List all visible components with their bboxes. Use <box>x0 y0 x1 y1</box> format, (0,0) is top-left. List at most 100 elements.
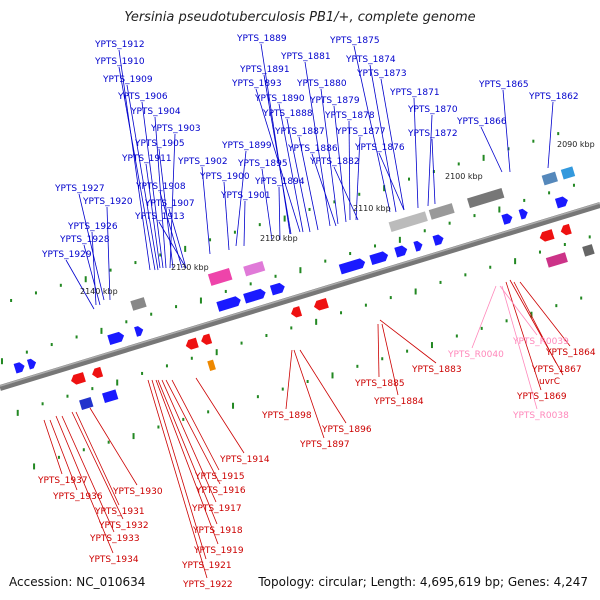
forward-gene-label[interactable]: YPTS_1873 <box>356 69 407 79</box>
rna-gene-label[interactable]: YPTS_R0040 <box>447 350 504 360</box>
reverse-gene-label[interactable]: YPTS_1933 <box>89 534 140 544</box>
forward-gene-label[interactable]: YPTS_1904 <box>130 107 181 117</box>
track-tick <box>430 342 433 349</box>
forward-gene-label[interactable]: YPTS_1910 <box>94 57 145 67</box>
track-tick <box>265 334 268 338</box>
forward-gene-label[interactable]: YPTS_1877 <box>335 127 386 137</box>
reverse-gene-label[interactable]: YPTS_1916 <box>195 486 246 496</box>
forward-gene-label[interactable]: YPTS_1889 <box>236 34 287 44</box>
track-tick <box>232 402 235 409</box>
track-tick <box>374 244 377 248</box>
forward-gene-label[interactable]: YPTS_1908 <box>135 182 186 192</box>
reverse-gene-label[interactable]: YPTS_1931 <box>94 507 145 517</box>
reverse-gene-label[interactable]: YPTS_1883 <box>411 365 462 375</box>
forward-gene-label[interactable]: YPTS_1871 <box>389 88 440 98</box>
reverse-gene-label[interactable]: YPTS_1919 <box>193 546 244 556</box>
forward-gene-label[interactable]: YPTS_1894 <box>254 177 305 187</box>
forward-gene-label[interactable]: YPTS_1879 <box>309 96 360 106</box>
forward-leader-line <box>278 103 304 233</box>
reverse-gene-label[interactable]: YPTS_1930 <box>112 487 163 497</box>
forward-track-block <box>428 203 455 220</box>
reverse-gene-label[interactable]: YPTS_1918 <box>192 526 243 536</box>
forward-gene-label[interactable]: YPTS_1880 <box>296 79 347 89</box>
forward-gene-label[interactable]: YPTS_1895 <box>237 159 288 169</box>
forward-gene-label[interactable]: YPTS_1903 <box>150 124 201 134</box>
track-tick <box>258 223 261 227</box>
reverse-gene-label[interactable]: YPTS_1896 <box>321 425 372 435</box>
forward-gene-label[interactable]: YPTS_1900 <box>199 172 250 182</box>
scale-label: 2140 kbp <box>80 287 118 296</box>
forward-gene-label[interactable]: YPTS_1928 <box>59 235 110 245</box>
forward-gene-label[interactable]: YPTS_1901 <box>220 191 271 201</box>
reverse-gene-label[interactable]: YPTS_1937 <box>37 476 88 486</box>
forward-gene-label[interactable]: YPTS_1862 <box>528 92 579 102</box>
track-tick <box>274 274 277 278</box>
forward-gene-label[interactable]: YPTS_1878 <box>324 111 375 121</box>
rna-gene-label[interactable]: YPTS_R0038 <box>512 411 569 421</box>
reverse-gene-label[interactable]: uvrC <box>539 377 560 387</box>
reverse-gene-label[interactable]: YPTS_1914 <box>219 455 270 465</box>
forward-gene-label[interactable]: YPTS_1890 <box>254 94 305 104</box>
forward-feature <box>432 234 444 246</box>
forward-gene-label[interactable]: YPTS_1891 <box>239 65 290 75</box>
forward-gene-label[interactable]: YPTS_1874 <box>345 55 396 65</box>
forward-gene-label[interactable]: YPTS_1902 <box>177 157 228 167</box>
forward-gene-label[interactable]: YPTS_1886 <box>287 144 338 154</box>
forward-gene-label[interactable]: YPTS_1893 <box>231 79 282 89</box>
track-tick <box>182 417 185 421</box>
track-tick <box>507 147 510 151</box>
reverse-leader-line <box>71 411 124 520</box>
forward-gene-label[interactable]: YPTS_1881 <box>280 52 331 62</box>
forward-gene-label[interactable]: YPTS_1912 <box>94 40 145 50</box>
forward-gene-label[interactable]: YPTS_1870 <box>407 105 458 115</box>
reverse-gene-label[interactable]: YPTS_1936 <box>52 492 103 502</box>
reverse-leader-line <box>381 323 399 396</box>
forward-gene-label[interactable]: YPTS_1926 <box>67 222 118 232</box>
forward-gene-label[interactable]: YPTS_1911 <box>121 154 172 164</box>
forward-gene-label[interactable]: YPTS_1888 <box>262 109 313 119</box>
forward-feature <box>554 196 568 209</box>
forward-gene-label[interactable]: YPTS_1906 <box>117 92 168 102</box>
reverse-leader-line <box>509 279 564 376</box>
forward-gene-label[interactable]: YPTS_1872 <box>407 129 458 139</box>
track-tick <box>514 258 517 265</box>
forward-gene-label[interactable]: YPTS_1882 <box>309 157 360 167</box>
track-tick <box>423 229 426 233</box>
rna-gene-label[interactable]: YPTS_R0039 <box>512 337 569 347</box>
reverse-gene-label[interactable]: YPTS_1885 <box>354 379 405 389</box>
reverse-gene-label[interactable]: YPTS_1867 <box>531 365 582 375</box>
reverse-gene-label[interactable]: YPTS_1884 <box>373 397 424 407</box>
forward-gene-label[interactable]: YPTS_1929 <box>41 250 92 260</box>
reverse-gene-label[interactable]: YPTS_1917 <box>191 504 242 514</box>
forward-leader-line <box>378 152 405 211</box>
forward-leader-line <box>83 244 101 306</box>
forward-gene-label[interactable]: YPTS_1865 <box>478 80 529 90</box>
reverse-gene-label[interactable]: YPTS_1921 <box>181 561 232 571</box>
forward-leader-line <box>502 89 511 173</box>
forward-feature <box>413 240 423 252</box>
reverse-gene-label[interactable]: YPTS_1915 <box>194 472 245 482</box>
forward-gene-label[interactable]: YPTS_1899 <box>221 141 272 151</box>
forward-gene-label[interactable]: YPTS_1875 <box>329 36 380 46</box>
gene-labels: 2090 kbp 2100 kbp 2110 kbp 2120 kbp 2130 kbp… <box>37 34 596 590</box>
track-tick <box>548 191 551 195</box>
reverse-gene-label[interactable]: YPTS_1898 <box>261 411 312 421</box>
reverse-leader-line <box>161 379 217 503</box>
forward-gene-label[interactable]: YPTS_1927 <box>54 184 105 194</box>
track-tick <box>209 238 212 242</box>
forward-gene-label[interactable]: YPTS_1907 <box>144 199 195 209</box>
reverse-gene-label[interactable]: YPTS_1897 <box>299 440 350 450</box>
forward-gene-label[interactable]: YPTS_1905 <box>134 139 185 149</box>
reverse-gene-label[interactable]: YPTS_1932 <box>98 521 149 531</box>
forward-gene-label[interactable]: YPTS_1876 <box>354 143 405 153</box>
reverse-gene-label[interactable]: YPTS_1922 <box>182 580 233 590</box>
reverse-gene-label[interactable]: YPTS_1864 <box>545 348 596 358</box>
leader-lines <box>43 43 571 579</box>
reverse-gene-label[interactable]: YPTS_1869 <box>516 392 567 402</box>
forward-gene-label[interactable]: YPTS_1913 <box>134 212 185 222</box>
forward-gene-label[interactable]: YPTS_1920 <box>82 197 133 207</box>
forward-gene-label[interactable]: YPTS_1887 <box>274 127 325 137</box>
reverse-gene-label[interactable]: YPTS_1934 <box>88 555 139 565</box>
forward-gene-label[interactable]: YPTS_1909 <box>102 75 153 85</box>
forward-gene-label[interactable]: YPTS_1866 <box>456 117 507 127</box>
